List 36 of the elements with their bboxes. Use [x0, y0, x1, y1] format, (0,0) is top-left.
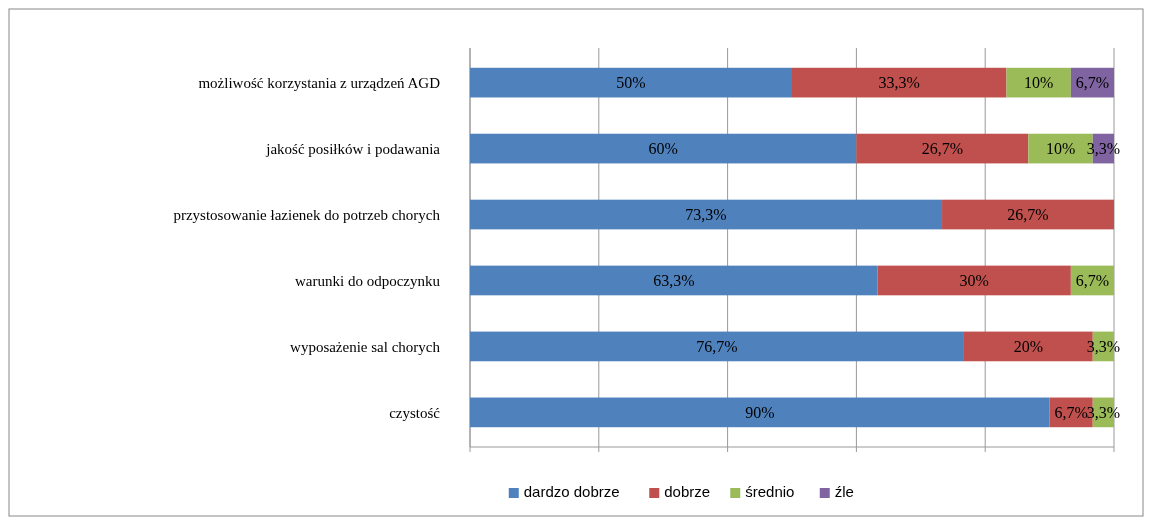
bar [942, 199, 1114, 230]
data-label: 6,7% [1054, 403, 1088, 421]
data-label: 73,3% [685, 206, 727, 224]
data-label: 90% [745, 403, 775, 421]
y-tick-label: wyposażenie sal chorych [290, 338, 441, 355]
legend-label: średnio [745, 483, 795, 500]
y-tick-label: czystość [389, 404, 441, 421]
data-label: 50% [616, 74, 646, 92]
legend-label: dobrze [664, 483, 711, 500]
data-label: 10% [1023, 74, 1054, 92]
legend-label: źle [834, 483, 854, 500]
bar [470, 265, 878, 296]
bar [470, 199, 943, 230]
bar [470, 67, 792, 98]
data-label: 26,7% [921, 140, 964, 158]
data-label: 26,7% [1007, 206, 1049, 224]
data-label: 20% [1013, 338, 1044, 356]
y-tick-label: przystosowanie łazienek do potrzeb chorych [173, 206, 441, 223]
data-label: 63,3% [653, 272, 695, 290]
bar [856, 133, 1029, 164]
data-label: 6,7% [1075, 272, 1110, 290]
y-tick-label: warunki do odpoczynku [295, 272, 441, 289]
legend-label: dardzo dobrze [523, 483, 620, 500]
bar [470, 133, 857, 164]
y-tick-label: jakość posiłków i podawania [265, 140, 441, 157]
data-label: 10% [1045, 140, 1076, 158]
data-label: 33,3% [878, 74, 920, 92]
y-tick-label: możliwość korzystania z urządzeń AGD [198, 74, 441, 91]
bar [792, 67, 1007, 98]
bar [470, 397, 1050, 428]
bar [470, 331, 964, 362]
data-label: 30% [959, 272, 989, 290]
bar [877, 265, 1071, 296]
data-label: 60% [648, 140, 678, 158]
data-label: 76,7% [696, 338, 738, 356]
data-label: 6,7% [1075, 74, 1110, 92]
